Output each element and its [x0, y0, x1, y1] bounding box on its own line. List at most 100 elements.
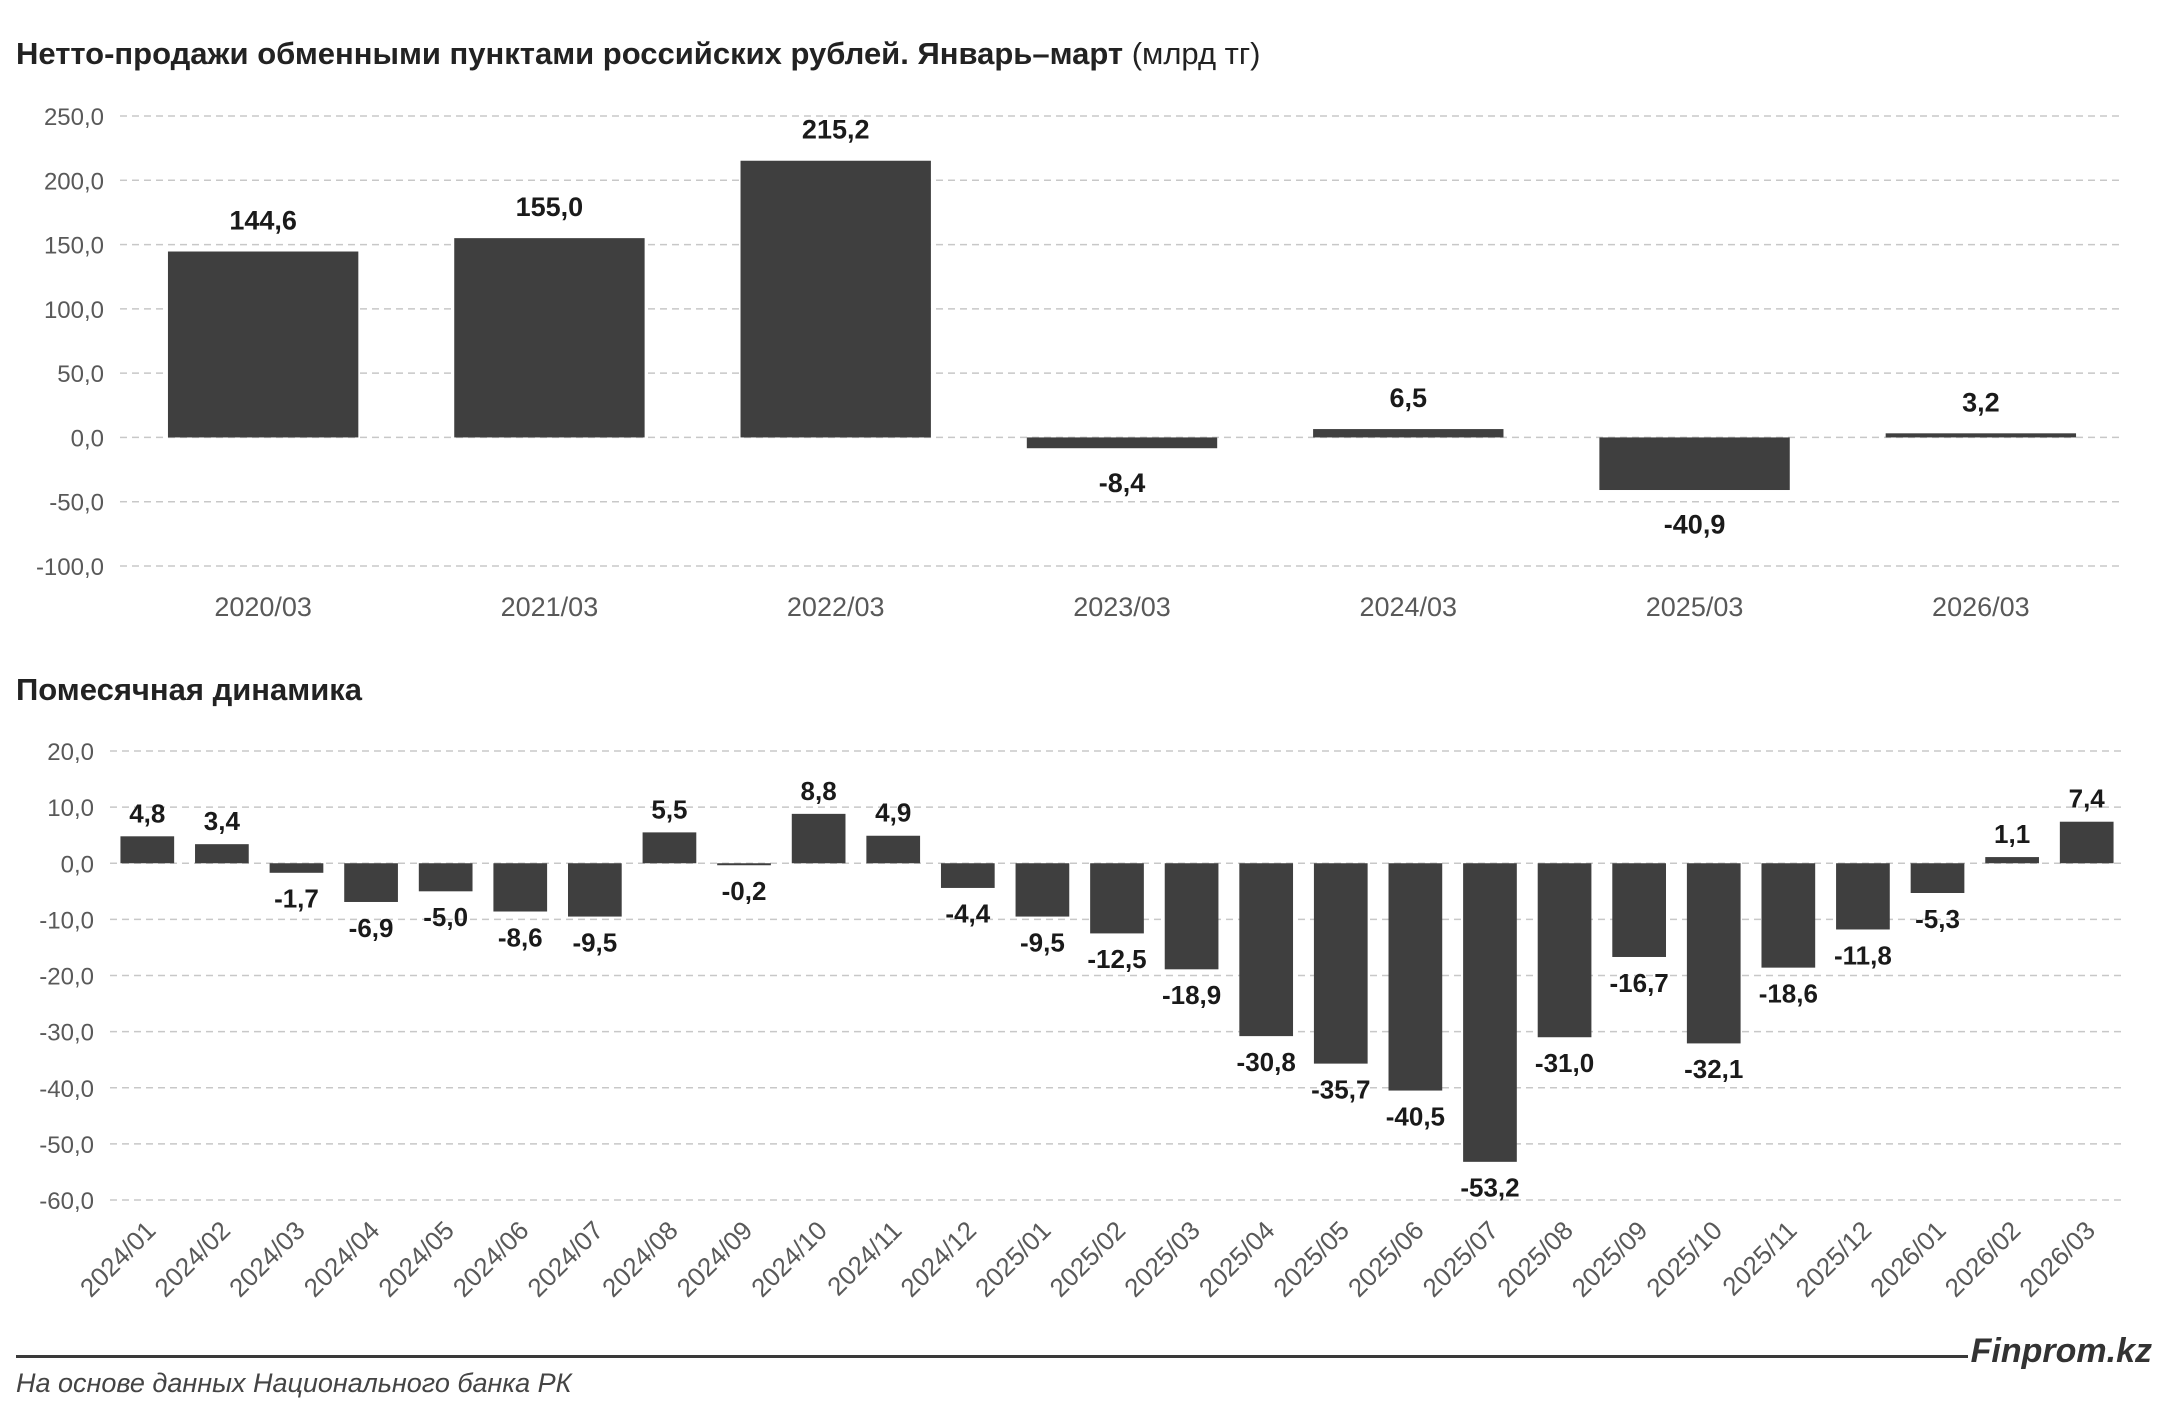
annual-x-tick-label: 2022/03: [787, 592, 885, 622]
monthly-x-tick-label: 2024/05: [372, 1215, 460, 1303]
monthly-x-tick-label: 2024/07: [521, 1215, 609, 1303]
monthly-x-tick-label: 2024/01: [74, 1215, 162, 1303]
monthly-bar: [418, 863, 473, 892]
annual-data-label: -8,4: [1099, 468, 1146, 498]
monthly-x-tick-label: 2025/09: [1566, 1215, 1654, 1303]
monthly-bar: [940, 863, 995, 888]
monthly-bar: [1910, 863, 1965, 893]
monthly-bar: [1015, 863, 1070, 917]
source-note: На основе данных Национального банка РК: [16, 1368, 572, 1398]
annual-y-tick-label: -100,0: [36, 554, 104, 581]
monthly-x-tick-label: 2024/10: [745, 1215, 833, 1303]
monthly-data-label: -40,5: [1386, 1101, 1445, 1131]
monthly-data-label: -35,7: [1311, 1074, 1370, 1104]
monthly-x-tick-label: 2024/04: [298, 1215, 386, 1303]
monthly-bar: [2059, 821, 2114, 864]
monthly-x-tick-label: 2024/03: [223, 1215, 311, 1303]
annual-bar: [1885, 433, 2077, 438]
monthly-data-label: -9,5: [572, 927, 617, 957]
monthly-data-label: -4,4: [945, 899, 990, 929]
monthly-y-tick-label: -20,0: [39, 964, 94, 991]
monthly-bar: [791, 813, 846, 864]
monthly-bar: [1836, 863, 1890, 930]
monthly-data-label: -9,5: [1020, 927, 1065, 957]
annual-bar: [167, 251, 359, 438]
monthly-x-tick-label: 2024/06: [447, 1215, 535, 1303]
monthly-bar: [1388, 863, 1443, 1091]
monthly-data-label: -6,9: [349, 913, 394, 943]
monthly-data-label: -32,1: [1684, 1054, 1743, 1084]
monthly-bar: [1090, 863, 1144, 934]
annual-x-tick-label: 2021/03: [501, 592, 599, 622]
annual-y-tick-label: 100,0: [44, 297, 104, 324]
annual-bar-chart: 250,0 200,0 150,0 100,0 50,0 0,0 -50,0 -100,0 14…: [36, 104, 2124, 622]
monthly-data-label: -11,8: [1834, 940, 1892, 970]
monthly-data-label: -30,8: [1237, 1047, 1296, 1077]
monthly-x-tick-label: 2025/05: [1267, 1215, 1355, 1303]
annual-bar: [454, 238, 645, 438]
monthly-y-tick-label: -50,0: [39, 1132, 94, 1159]
monthly-y-tick-label: -60,0: [39, 1188, 94, 1215]
monthly-x-tick-label: 2024/02: [148, 1215, 236, 1303]
monthly-bar: [344, 863, 398, 902]
monthly-bar: [269, 863, 324, 873]
monthly-y-tick-label: -30,0: [39, 1020, 94, 1047]
monthly-bar: [1686, 863, 1741, 1044]
monthly-bar: [1985, 857, 2039, 864]
monthly-y-tick-label: -40,0: [39, 1076, 94, 1103]
monthly-y-tick-label: 0,0: [61, 851, 94, 878]
monthly-bar: [1239, 863, 1294, 1037]
annual-y-tick-label: 250,0: [44, 104, 104, 131]
monthly-y-tick-label: 10,0: [47, 795, 94, 822]
monthly-data-label: 7,4: [2069, 784, 2106, 814]
monthly-x-tick-label: 2025/11: [1716, 1215, 1802, 1301]
monthly-bar: [120, 836, 175, 864]
monthly-x-tick-label: 2025/12: [1789, 1215, 1877, 1303]
chart1-title-unit: (млрд тг): [1123, 36, 1261, 71]
monthly-data-label: 1,1: [1994, 819, 2030, 849]
annual-bar: [1026, 437, 1218, 449]
monthly-bar: [1463, 863, 1517, 1162]
monthly-bar: [1313, 863, 1368, 1064]
monthly-bar-chart: 20,0 10,0 0,0 -10,0 -20,0 -30,0 -40,0 -50,0 -60,…: [39, 739, 2124, 1303]
monthly-data-label: -8,6: [498, 922, 543, 952]
monthly-x-tick-label: 2025/08: [1491, 1215, 1579, 1303]
annual-x-tick-label: 2026/03: [1932, 592, 2030, 622]
monthly-x-tick-label: 2025/03: [1118, 1215, 1206, 1303]
monthly-bar: [1164, 863, 1219, 970]
monthly-x-tick-label: 2026/01: [1864, 1215, 1952, 1303]
annual-x-tick-label: 2024/03: [1359, 592, 1457, 622]
annual-y-tick-label: 0,0: [71, 425, 104, 452]
annual-x-tick-label: 2023/03: [1073, 592, 1171, 622]
monthly-data-label: -18,6: [1759, 978, 1818, 1008]
monthly-x-tick-label: 2025/06: [1342, 1215, 1430, 1303]
annual-x-tick-label: 2025/03: [1646, 592, 1744, 622]
annual-bar: [1599, 437, 1790, 491]
monthly-x-tick-label: 2024/09: [671, 1215, 759, 1303]
monthly-x-tick-label: 2024/08: [596, 1215, 684, 1303]
annual-y-tick-label: 150,0: [44, 233, 104, 260]
monthly-bar: [866, 835, 921, 864]
annual-y-tick-label: 200,0: [44, 168, 104, 195]
monthly-x-tick-label: 2025/04: [1193, 1215, 1281, 1303]
monthly-data-label: 8,8: [801, 776, 837, 806]
monthly-bar: [642, 832, 697, 864]
annual-data-label: -40,9: [1664, 510, 1726, 540]
chart2-title: Помесячная динамика: [16, 672, 363, 707]
monthly-y-tick-label: -10,0: [39, 907, 94, 934]
monthly-x-tick-label: 2025/02: [1044, 1215, 1132, 1303]
monthly-x-tick-label: 2025/01: [969, 1215, 1057, 1303]
monthly-data-label: -0,2: [722, 876, 767, 906]
annual-data-label: 6,5: [1390, 383, 1428, 413]
monthly-y-tick-label: 20,0: [47, 739, 94, 766]
monthly-bar: [1612, 863, 1667, 957]
monthly-x-tick-label: 2024/12: [894, 1215, 982, 1303]
annual-data-label: 144,6: [229, 206, 297, 236]
monthly-data-label: -53,2: [1460, 1173, 1519, 1203]
monthly-data-label: -18,9: [1162, 980, 1221, 1010]
annual-y-tick-label: 50,0: [57, 361, 104, 388]
monthly-data-label: 4,9: [875, 798, 911, 828]
footer-divider: [16, 1355, 1968, 1358]
monthly-bar: [1761, 863, 1816, 968]
monthly-bar: [195, 844, 249, 864]
